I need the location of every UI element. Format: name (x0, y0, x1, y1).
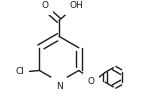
Text: O: O (42, 1, 49, 10)
Text: N: N (56, 82, 62, 91)
Text: O: O (88, 77, 95, 86)
Text: Cl: Cl (15, 67, 24, 76)
Text: OH: OH (69, 1, 83, 10)
